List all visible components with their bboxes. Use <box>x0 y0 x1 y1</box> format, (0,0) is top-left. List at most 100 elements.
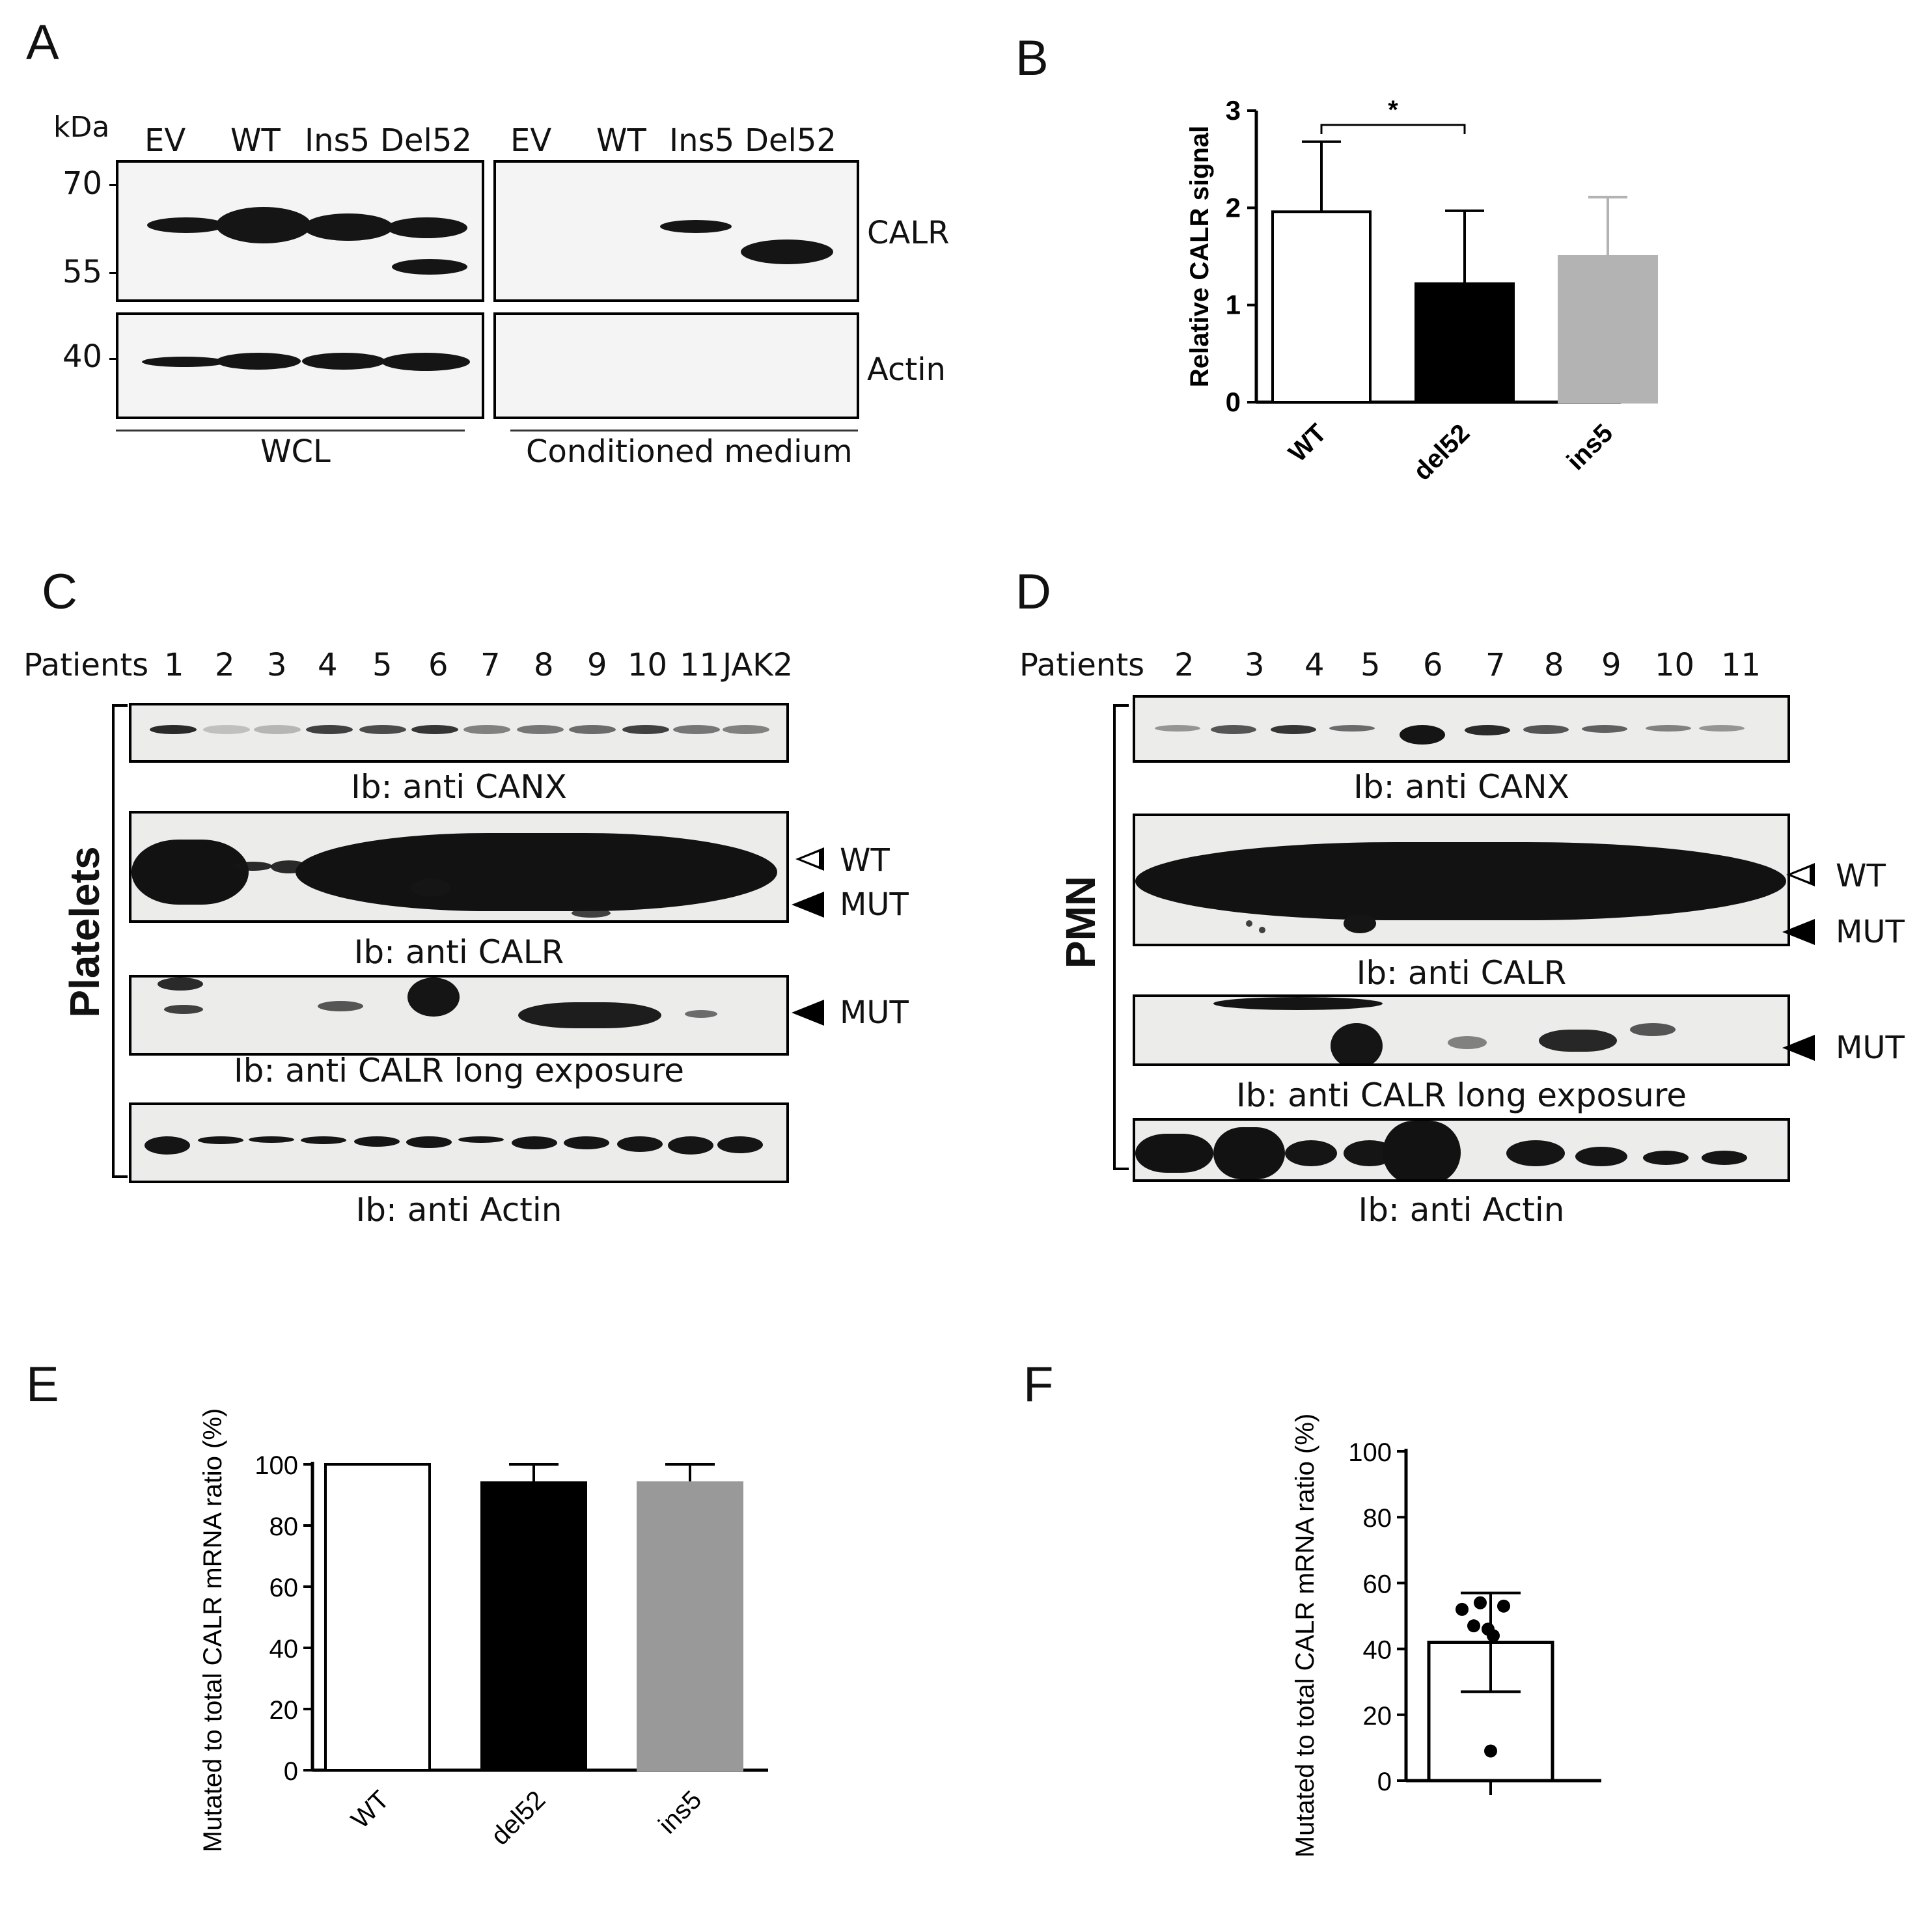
band <box>411 725 458 734</box>
band <box>1213 1127 1285 1179</box>
band <box>1702 1151 1747 1165</box>
significance-bracket <box>1320 124 1466 134</box>
band <box>387 217 467 238</box>
data-point <box>1484 1744 1497 1758</box>
significance-mark: * <box>1388 96 1398 124</box>
blot-d-calr-long <box>1133 994 1790 1066</box>
band <box>1344 914 1376 933</box>
mut-arrow-icon <box>792 1000 824 1026</box>
y-tick-label: 80 <box>1363 1504 1392 1533</box>
bar <box>480 1481 587 1772</box>
band <box>717 1136 763 1153</box>
caption-d-calr-long: Ib: anti CALR long exposure <box>1235 1076 1687 1114</box>
y-tick-label: 0 <box>1226 387 1241 417</box>
band <box>254 725 301 734</box>
band <box>1465 725 1510 735</box>
y-tick-label: 1 <box>1226 290 1241 320</box>
marker-tick-55 <box>109 272 118 274</box>
x-tick-label: del52 <box>486 1785 551 1850</box>
y-tick-label: 100 <box>1348 1438 1392 1467</box>
patient-label: 5 <box>1360 647 1381 683</box>
blot-c-canx <box>129 703 789 763</box>
data-point <box>1456 1602 1469 1616</box>
band <box>512 1136 557 1149</box>
patient-label: 10 <box>1655 647 1695 683</box>
band <box>302 353 385 370</box>
marker-tick-40 <box>109 358 118 360</box>
blot-c-calr <box>129 811 789 923</box>
band <box>1646 725 1691 732</box>
y-tick-label: 80 <box>269 1512 299 1541</box>
band <box>458 1136 504 1143</box>
x-tick-label: WT <box>1283 418 1332 467</box>
band <box>164 1005 203 1014</box>
band <box>1135 842 1786 920</box>
wt-arrow-icon <box>795 847 824 871</box>
band <box>296 833 777 911</box>
blot-a-medium-actin <box>493 312 859 419</box>
patient-label: JAK2 <box>723 647 794 683</box>
caption-d-canx: Ib: anti CANX <box>1353 768 1569 806</box>
lane-a-right-2: WT <box>596 122 646 159</box>
bar <box>1414 282 1515 404</box>
band <box>668 1136 713 1155</box>
patient-label: 7 <box>480 647 501 683</box>
panel-label-f: F <box>1023 1357 1054 1412</box>
band <box>1213 997 1383 1010</box>
x-tick-label: ins5 <box>1562 418 1619 476</box>
x-tick-label: ins5 <box>653 1785 707 1839</box>
patient-label: 6 <box>1423 647 1443 683</box>
patient-label: 11 <box>1721 647 1761 683</box>
y-axis-label: Mutated to total CALR mRNA ratio (%) <box>1291 1414 1319 1857</box>
mut-arrow-icon <box>1782 919 1815 945</box>
lane-a-right-4: Del52 <box>745 122 836 159</box>
patient-label: 5 <box>372 647 393 683</box>
y-tick-label: 20 <box>1363 1702 1392 1731</box>
y-tick-label: 40 <box>1363 1636 1392 1665</box>
caption-c-calr: Ib: anti CALR <box>353 933 564 971</box>
band <box>1630 1023 1676 1036</box>
bar <box>324 1463 431 1772</box>
band <box>569 725 616 734</box>
data-point <box>1467 1619 1480 1633</box>
lane-a-left-3: Ins5 <box>305 122 370 159</box>
band <box>1506 1140 1565 1166</box>
patients-label-d: Patients <box>1019 647 1145 683</box>
patient-label: 8 <box>1544 647 1564 683</box>
band <box>617 1136 663 1152</box>
band <box>1699 725 1745 732</box>
blot-c-calr-long <box>129 975 789 1056</box>
patient-label: 11 <box>680 647 720 683</box>
band <box>145 1136 190 1155</box>
band <box>158 978 203 991</box>
lane-a-left-2: WT <box>230 122 281 159</box>
band <box>1575 1147 1627 1166</box>
patient-label: 4 <box>318 647 338 683</box>
bar <box>1558 255 1658 404</box>
band <box>1259 927 1265 933</box>
patient-label: 3 <box>1245 647 1265 683</box>
chart-e: 0 20 40 60 80 100 WT del52 ins5 Mutated to total … <box>199 1408 768 1852</box>
band <box>131 840 249 905</box>
patient-label: 9 <box>1601 647 1622 683</box>
chart-b: 0 1 2 3 WT del52 ins5 * Relative CALR signal <box>1185 95 1658 486</box>
row-label-calr: CALR <box>867 215 950 251</box>
patients-label-c: Patients <box>23 647 149 683</box>
lane-a-right-3: Ins5 <box>669 122 735 159</box>
band <box>359 725 406 734</box>
y-tick-label: 20 <box>269 1696 299 1725</box>
band <box>685 1010 717 1018</box>
band <box>741 240 833 264</box>
group-label-wcl: WCL <box>260 433 331 470</box>
band <box>150 725 197 734</box>
band <box>1271 725 1316 734</box>
band <box>381 353 470 371</box>
band <box>303 213 393 241</box>
caption-c-canx: Ib: anti CANX <box>351 768 567 806</box>
panel-label-d: D <box>1015 564 1051 620</box>
panel-label-b: B <box>1015 31 1049 86</box>
band <box>1331 1023 1383 1063</box>
data-point <box>1497 1599 1510 1613</box>
band <box>406 1136 452 1148</box>
y-tick-label: 3 <box>1226 95 1241 126</box>
